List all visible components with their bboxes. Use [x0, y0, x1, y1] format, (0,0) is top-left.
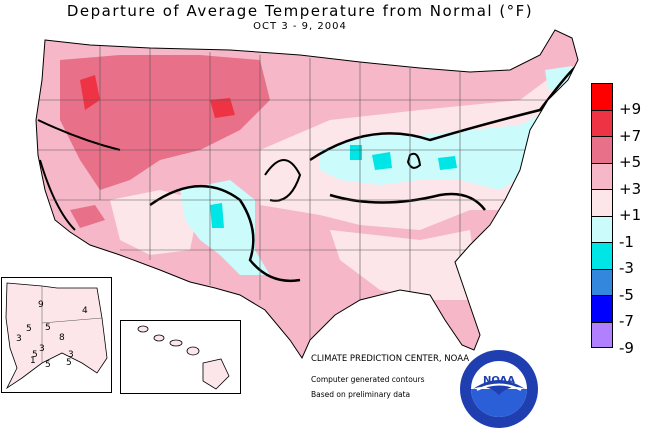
alaska-value: 5 — [26, 324, 32, 334]
legend-swatch — [591, 162, 613, 189]
legend-row: +5 — [591, 136, 659, 171]
credit-text: CLIMATE PREDICTION CENTER, NOAA — [311, 354, 470, 364]
legend-row: +3 — [591, 162, 659, 198]
noaa-logo-text: NOAA — [483, 375, 515, 386]
legend-swatch — [591, 109, 613, 136]
alaska-value: 9 — [38, 300, 44, 310]
note-contours: Computer generated contours — [311, 375, 425, 384]
legend-swatch — [591, 136, 613, 163]
legend-swatch — [591, 295, 613, 322]
legend-swatch — [591, 215, 613, 242]
legend-row: -5 — [591, 268, 659, 304]
legend-swatch — [591, 189, 613, 216]
alaska-value: 5 — [45, 323, 51, 333]
legend-label: -9 — [619, 338, 634, 357]
legend-label: -3 — [619, 259, 634, 277]
map-subtitle: OCT 3 - 9, 2004 — [253, 21, 347, 32]
alaska-value: 3 — [16, 334, 22, 344]
legend-row: +7 — [591, 109, 659, 145]
legend-swatch — [591, 321, 613, 348]
alaska-value: 5 — [32, 350, 38, 360]
alaska-value: 3 — [39, 344, 45, 354]
legend-row: -1 — [591, 215, 659, 251]
alaska-value: 8 — [59, 333, 65, 343]
legend-row: -3 — [591, 242, 659, 277]
alaska-value: 1 — [30, 356, 36, 366]
hawaii-map — [137, 325, 230, 390]
legend-label: +3 — [619, 179, 642, 198]
conus-outline — [35, 29, 579, 360]
legend-row: +1 — [591, 189, 659, 224]
alaska-value: 5 — [66, 358, 72, 368]
legend-label: +5 — [619, 153, 642, 171]
alaska-inset: 9 5 5 8 3 3 5 5 1 5 4 3 — [1, 277, 112, 393]
legend-row: +9 — [591, 83, 659, 118]
hawaii-inset — [120, 320, 241, 394]
alaska-value: 5 — [45, 360, 51, 370]
legend-row: -9 — [591, 321, 659, 357]
alaska-value: 4 — [82, 306, 88, 316]
legend-swatch — [591, 83, 613, 110]
note-data: Based on preliminary data — [311, 390, 411, 399]
legend-label: -7 — [619, 312, 634, 330]
legend-label: -1 — [619, 232, 634, 251]
legend-row: -7 — [591, 295, 659, 330]
legend-label: +1 — [619, 206, 642, 224]
noaa-logo-icon: NOAA — [460, 350, 538, 428]
alaska-map — [5, 282, 108, 390]
legend-swatch — [591, 268, 613, 295]
legend-label: +9 — [619, 100, 642, 118]
legend-label: -5 — [619, 285, 634, 304]
legend-swatch — [591, 242, 613, 269]
color-legend: +9 +7 +5 +3 +1 -1 -3 -5 -7 -9 — [591, 83, 659, 357]
map-title: Departure of Average Temperature from No… — [66, 2, 534, 20]
alaska-value: 3 — [68, 350, 74, 360]
legend-label: +7 — [619, 126, 642, 145]
